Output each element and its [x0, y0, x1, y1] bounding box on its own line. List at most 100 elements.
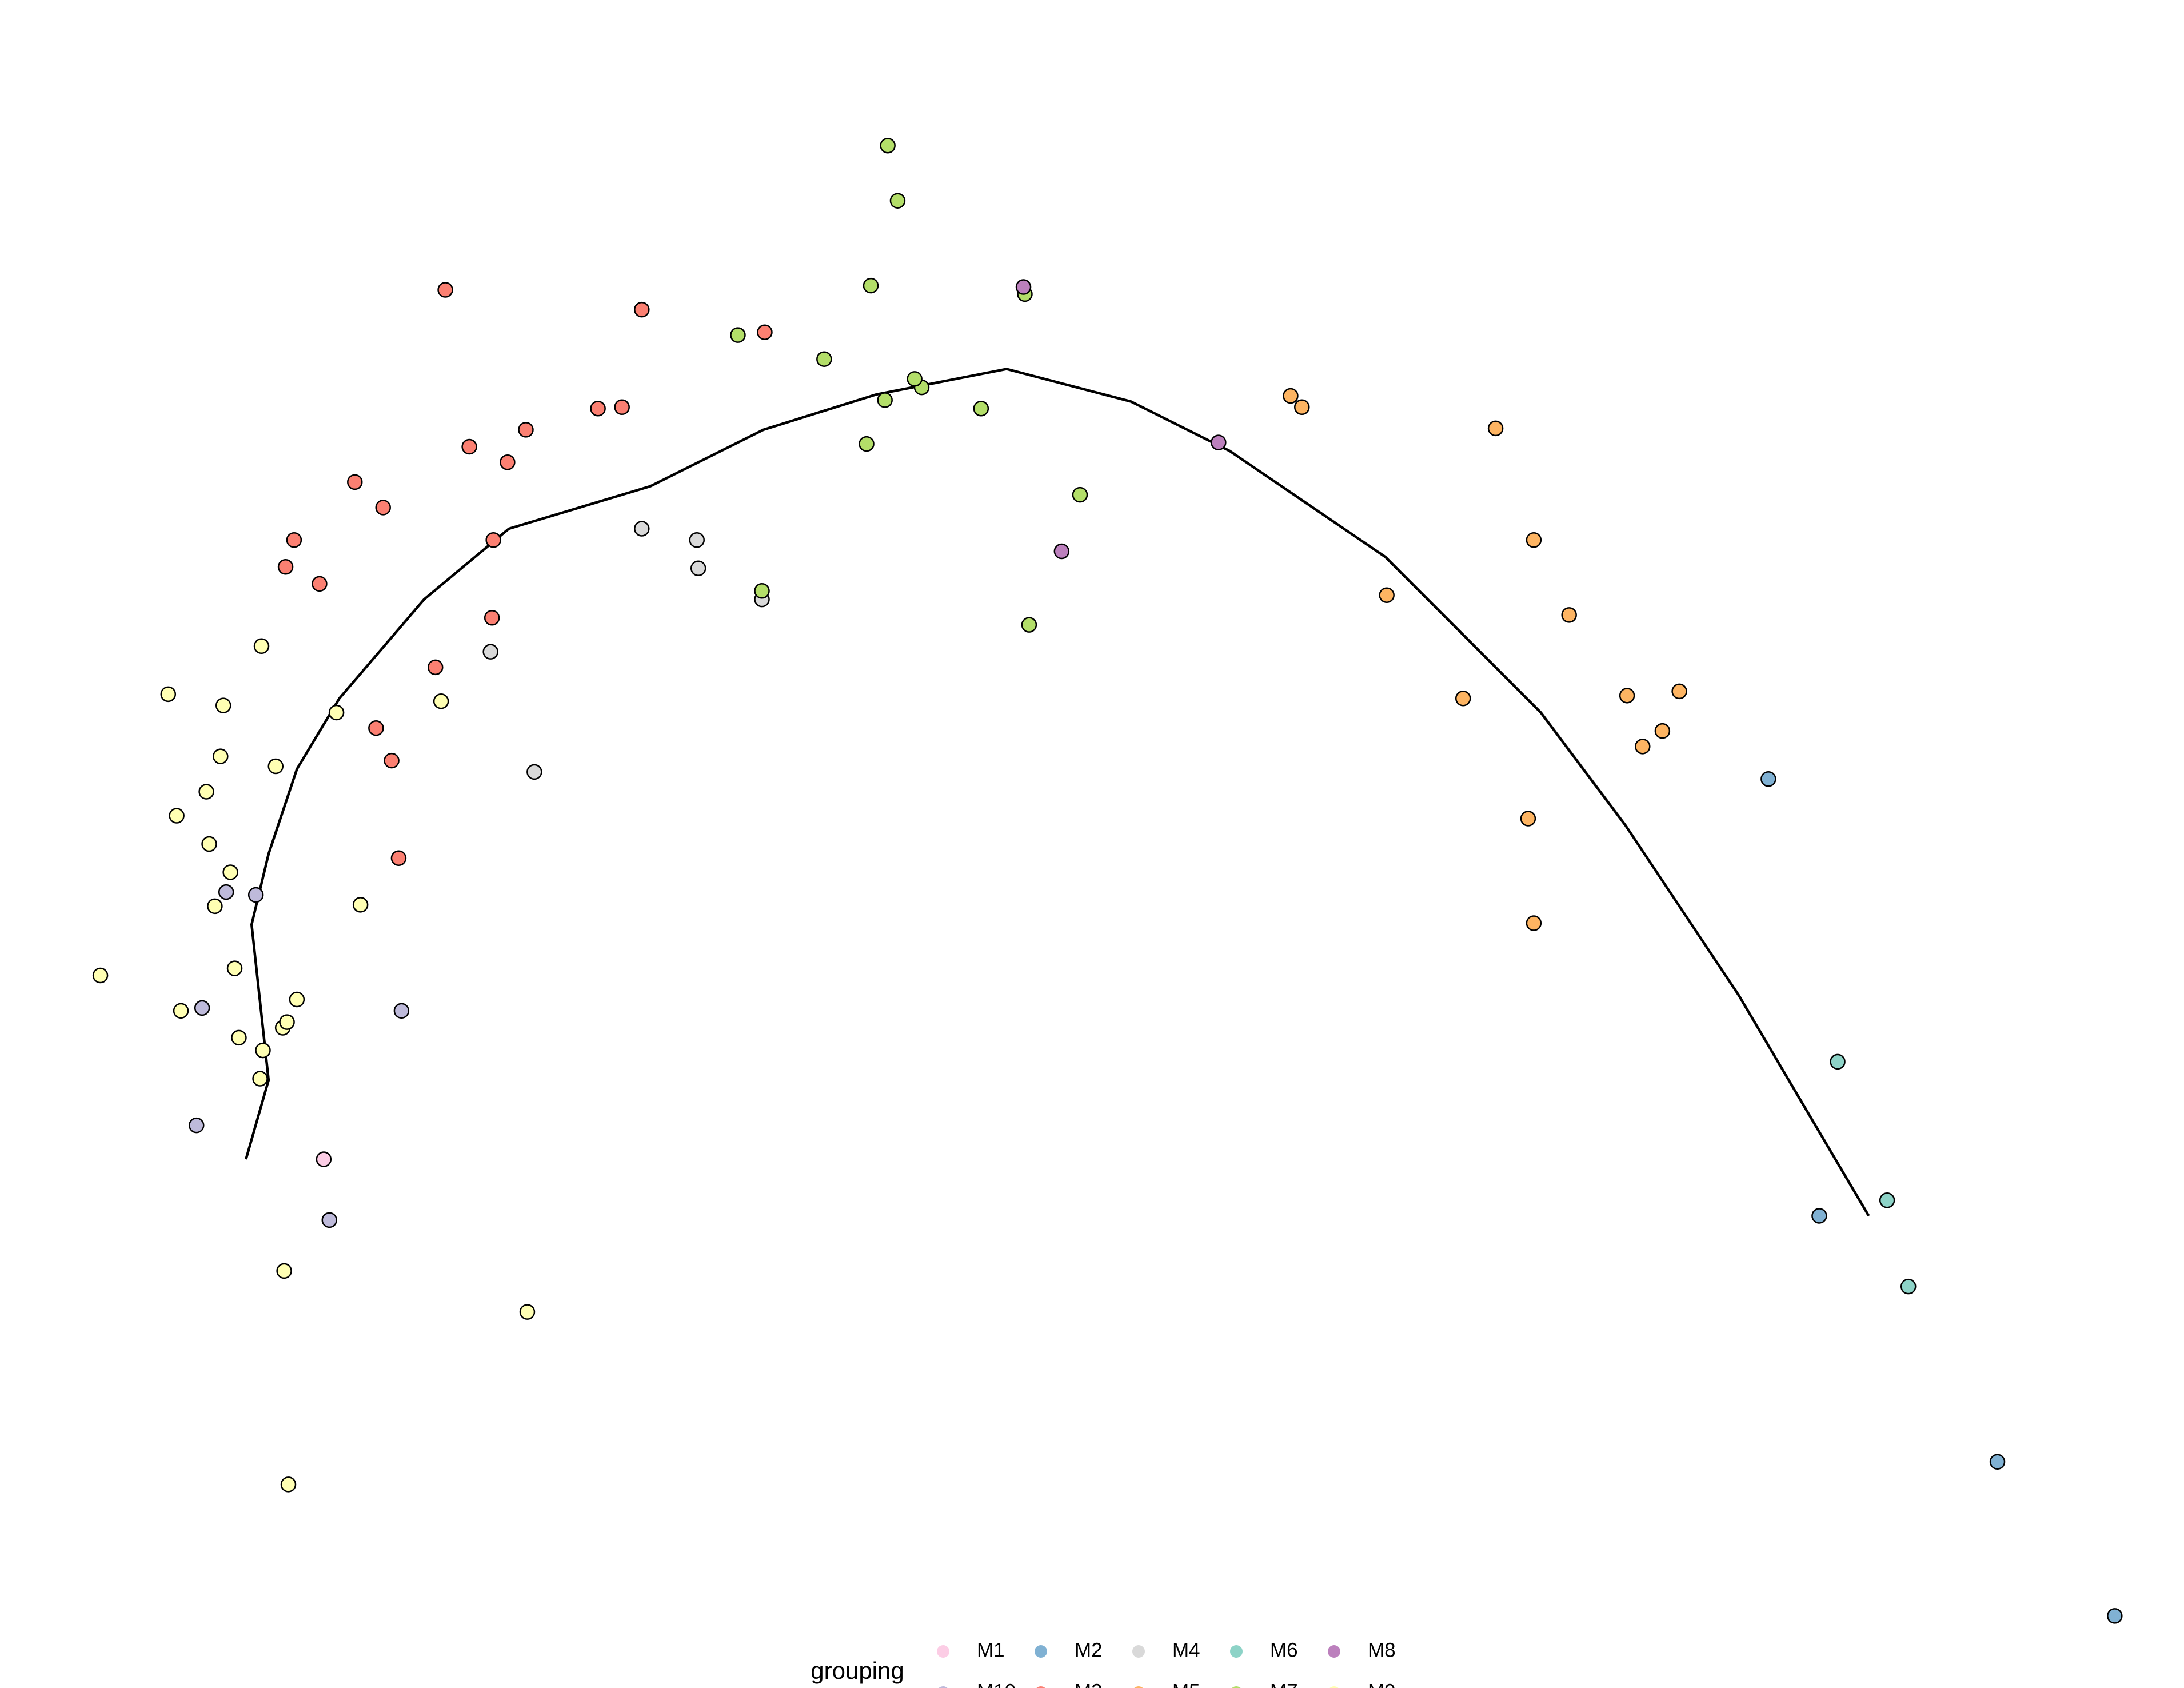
legend-label: M9: [1368, 1680, 1396, 1688]
point: [280, 1476, 297, 1493]
point: [754, 583, 770, 599]
legend-marker: [1134, 1686, 1143, 1688]
point: [198, 784, 214, 800]
legend-label: M5: [1172, 1680, 1200, 1688]
point: [859, 436, 875, 452]
legend-label: M7: [1270, 1680, 1298, 1688]
point: [1015, 279, 1032, 295]
point: [201, 836, 217, 852]
point: [393, 1003, 410, 1019]
point: [289, 991, 305, 1008]
point: [519, 1304, 536, 1320]
legend-title: grouping: [810, 1657, 904, 1684]
point: [312, 576, 328, 592]
point: [276, 1263, 292, 1279]
legend-marker: [1132, 1645, 1145, 1658]
point: [1989, 1454, 2006, 1470]
legend-label: M2: [1075, 1639, 1103, 1661]
point: [461, 438, 477, 455]
point: [816, 351, 832, 367]
point: [347, 474, 363, 490]
point: [877, 392, 893, 408]
point: [614, 399, 630, 416]
point: [1053, 543, 1070, 560]
point: [689, 532, 705, 548]
legend-label: M1: [977, 1639, 1005, 1661]
legend-marker: [1230, 1645, 1243, 1658]
point: [1211, 434, 1227, 450]
point: [321, 1212, 337, 1228]
point: [1487, 420, 1504, 437]
point: [634, 521, 650, 537]
point: [880, 137, 896, 154]
point: [757, 324, 773, 340]
point: [92, 967, 109, 984]
point: [226, 960, 243, 976]
point: [1072, 486, 1088, 503]
point: [375, 500, 391, 516]
point: [1455, 691, 1471, 707]
point: [213, 748, 229, 764]
point: [1619, 688, 1635, 704]
point: [255, 1042, 271, 1059]
point: [352, 897, 369, 913]
point: [368, 720, 384, 736]
point: [252, 1071, 268, 1087]
point: [247, 887, 264, 903]
point: [889, 193, 906, 209]
point: [437, 282, 453, 298]
point: [390, 850, 407, 866]
point: [484, 610, 500, 626]
point: [253, 638, 270, 655]
point: [384, 752, 400, 769]
point: [482, 644, 498, 660]
legend-label: M4: [1172, 1639, 1200, 1661]
legend-marker: [939, 1686, 948, 1688]
point: [634, 301, 650, 318]
point: [173, 1003, 189, 1019]
point: [328, 704, 345, 721]
point: [2107, 1608, 2123, 1624]
point: [1526, 532, 1542, 548]
point: [1526, 915, 1542, 931]
point: [1294, 399, 1310, 416]
point: [730, 327, 746, 343]
point: [427, 659, 444, 676]
point: [1879, 1192, 1895, 1208]
legend-label: M8: [1368, 1639, 1396, 1661]
point: [1654, 723, 1671, 739]
legend-marker: [1232, 1686, 1241, 1688]
point: [207, 898, 223, 915]
point: [160, 686, 177, 703]
legend-marker: [1328, 1645, 1340, 1658]
point: [1830, 1053, 1846, 1070]
point: [973, 401, 989, 417]
point: [1520, 811, 1536, 827]
legend-marker: [1329, 1686, 1339, 1688]
legend-label: M6: [1270, 1639, 1298, 1661]
point: [1561, 607, 1577, 623]
point: [433, 693, 449, 709]
point: [1671, 683, 1687, 700]
point: [1635, 739, 1651, 755]
point: [690, 560, 706, 576]
point: [526, 764, 542, 780]
point: [485, 532, 501, 548]
point: [267, 758, 284, 775]
point: [1900, 1278, 1917, 1295]
point: [169, 808, 185, 824]
point: [1811, 1208, 1827, 1224]
point: [1760, 771, 1776, 787]
trend-line: [245, 368, 1870, 1217]
point: [215, 697, 231, 713]
point: [1021, 617, 1037, 633]
point: [500, 454, 516, 470]
point: [279, 1014, 295, 1030]
point: [907, 371, 923, 387]
point: [863, 277, 879, 294]
point: [316, 1151, 332, 1167]
point: [194, 1000, 210, 1016]
legend-marker: [1035, 1645, 1047, 1658]
point: [590, 401, 606, 417]
